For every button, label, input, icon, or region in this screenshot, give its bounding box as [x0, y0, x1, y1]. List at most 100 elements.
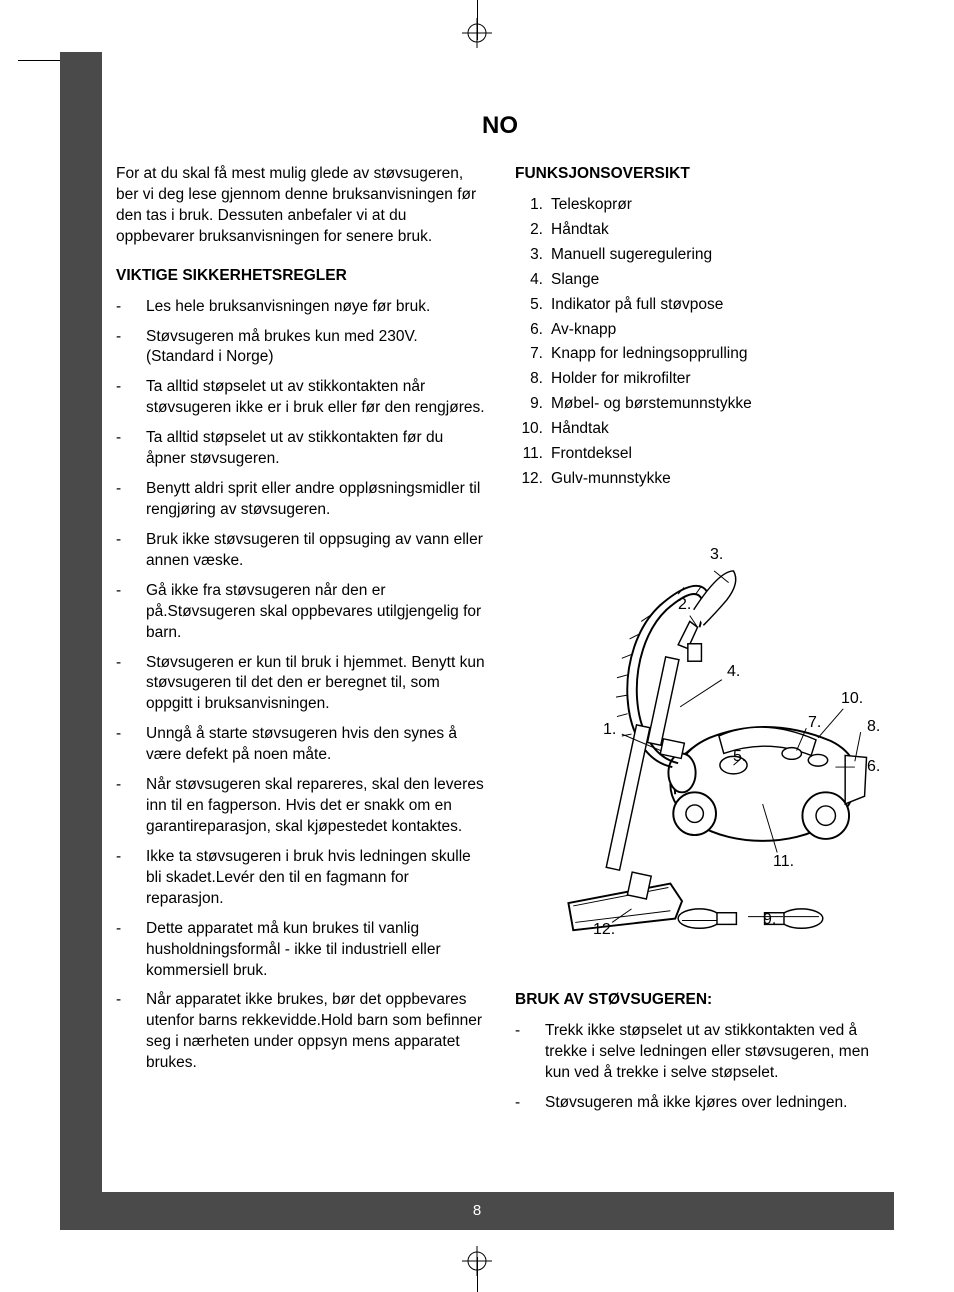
page-number: 8 [473, 1202, 481, 1219]
list-item: 12.Gulv-munnstykke [515, 469, 884, 490]
list-number: 6. [515, 320, 551, 341]
dash-marker: - [116, 327, 146, 369]
list-number: 3. [515, 245, 551, 266]
diagram-label-10: 10. [841, 688, 863, 710]
list-item-text: Håndtak [551, 220, 609, 241]
dash-marker: - [116, 919, 146, 982]
right-column: FUNKSJONSOVERSIKT 1.Teleskoprør2.Håndtak… [515, 164, 884, 1132]
diagram-label-8: 8. [867, 716, 880, 738]
diagram-label-4: 4. [727, 661, 740, 683]
list-item-text: Slange [551, 270, 599, 291]
list-number: 7. [515, 344, 551, 365]
list-item-text: Holder for mikrofilter [551, 369, 691, 390]
list-number: 8. [515, 369, 551, 390]
left-column: For at du skal få mest mulig glede av st… [116, 164, 485, 1132]
diagram-label-12: 12. [593, 919, 615, 941]
side-tab [60, 52, 102, 1192]
list-item: -Ta alltid støpselet ut av stikkontakten… [116, 428, 485, 470]
list-item: -Støvsugeren må ikke kjøres over ledning… [515, 1093, 884, 1114]
dash-marker: - [515, 1021, 545, 1084]
list-item: -Ta alltid støpselet ut av stikkontakten… [116, 377, 485, 419]
safety-heading: VIKTIGE SIKKERHETSREGLER [116, 266, 485, 287]
list-item: 2.Håndtak [515, 220, 884, 241]
crop-marks-top [0, 0, 954, 60]
page-title: NO [116, 112, 884, 140]
list-item: 3.Manuell sugeregulering [515, 245, 884, 266]
list-item-text: Når støvsugeren skal repareres, skal den… [146, 775, 485, 838]
list-item-text: Teleskoprør [551, 195, 632, 216]
dash-marker: - [116, 428, 146, 470]
list-item: -Når støvsugeren skal repareres, skal de… [116, 775, 485, 838]
list-item-text: Manuell sugeregulering [551, 245, 712, 266]
dash-marker: - [515, 1093, 545, 1114]
list-number: 9. [515, 394, 551, 415]
list-item: -Unngå å starte støvsugeren hvis den syn… [116, 724, 485, 766]
list-item-text: Indikator på full støvpose [551, 295, 723, 316]
dash-marker: - [116, 724, 146, 766]
list-item-text: Ta alltid støpselet ut av stikkontakten … [146, 428, 485, 470]
intro-paragraph: For at du skal få mest mulig glede av st… [116, 164, 485, 248]
list-item: -Ikke ta støvsugeren i bruk hvis ledning… [116, 847, 485, 910]
list-item-text: Benytt aldri sprit eller andre oppløsnin… [146, 479, 485, 521]
list-item: 10.Håndtak [515, 419, 884, 440]
dash-marker: - [116, 847, 146, 910]
list-item: 9.Møbel- og børstemunnstykke [515, 394, 884, 415]
list-item: -Støvsugeren må brukes kun med 230V. (St… [116, 327, 485, 369]
list-item-text: Ta alltid støpselet ut av stikkontakten … [146, 377, 485, 419]
list-number: 2. [515, 220, 551, 241]
list-item: -Gå ikke fra støvsugeren når den er på.S… [116, 581, 485, 644]
dash-marker: - [116, 990, 146, 1074]
list-number: 1. [515, 195, 551, 216]
registration-mark-icon [462, 18, 492, 48]
functions-list: 1.Teleskoprør2.Håndtak3.Manuell sugeregu… [515, 195, 884, 490]
diagram-label-6: 6. [867, 756, 880, 778]
dash-marker: - [116, 479, 146, 521]
list-item-text: Av-knapp [551, 320, 616, 341]
list-item: -Benytt aldri sprit eller andre oppløsni… [116, 479, 485, 521]
list-item: -Når apparatet ikke brukes, bør det oppb… [116, 990, 485, 1074]
list-item-text: Frontdeksel [551, 444, 632, 465]
list-item-text: Dette apparatet må kun brukes til vanlig… [146, 919, 485, 982]
list-number: 10. [515, 419, 551, 440]
list-item: 1.Teleskoprør [515, 195, 884, 216]
dash-marker: - [116, 581, 146, 644]
list-item-text: Bruk ikke støvsugeren til oppsuging av v… [146, 530, 485, 572]
list-item-text: Gulv-munnstykke [551, 469, 671, 490]
list-item: 4.Slange [515, 270, 884, 291]
content-area: NO For at du skal få mest mulig glede av… [0, 112, 954, 1192]
crop-marks-bottom [0, 1232, 954, 1292]
list-item-text: Håndtak [551, 419, 609, 440]
list-item: -Bruk ikke støvsugeren til oppsuging av … [116, 530, 485, 572]
dash-marker: - [116, 377, 146, 419]
list-item: 6.Av-knapp [515, 320, 884, 341]
functions-heading: FUNKSJONSOVERSIKT [515, 164, 884, 185]
usage-heading: BRUK AV STØVSUGEREN: [515, 990, 884, 1011]
list-item-text: Møbel- og børstemunnstykke [551, 394, 752, 415]
list-item-text: Trekk ikke støpselet ut av stikkontakten… [545, 1021, 884, 1084]
list-item: -Dette apparatet må kun brukes til vanli… [116, 919, 485, 982]
list-item: 5.Indikator på full støvpose [515, 295, 884, 316]
safety-list: -Les hele bruksanvisningen nøye før bruk… [116, 297, 485, 1075]
registration-mark-icon [462, 1246, 492, 1276]
page: NO For at du skal få mest mulig glede av… [0, 0, 954, 1292]
list-item-text: Støvsugeren må ikke kjøres over ledninge… [545, 1093, 847, 1114]
diagram-label-7: 7. [808, 712, 821, 734]
list-number: 12. [515, 469, 551, 490]
list-item: 11.Frontdeksel [515, 444, 884, 465]
list-item-text: Støvsugeren er kun til bruk i hjemmet. B… [146, 653, 485, 716]
list-item-text: Gå ikke fra støvsugeren når den er på.St… [146, 581, 485, 644]
list-item-text: Les hele bruksanvisningen nøye før bruk. [146, 297, 430, 318]
diagram-label-5: 5. [733, 746, 746, 768]
list-item-text: Unngå å starte støvsugeren hvis den syne… [146, 724, 485, 766]
list-item: 7.Knapp for ledningsopprulling [515, 344, 884, 365]
list-item-text: Når apparatet ikke brukes, bør det oppbe… [146, 990, 485, 1074]
dash-marker: - [116, 775, 146, 838]
diagram-label-11: 11. [773, 851, 794, 873]
list-number: 11. [515, 444, 551, 465]
diagram-label-3: 3. [710, 544, 723, 566]
list-item-text: Støvsugeren må brukes kun med 230V. (Sta… [146, 327, 485, 369]
list-number: 5. [515, 295, 551, 316]
list-item: -Les hele bruksanvisningen nøye før bruk… [116, 297, 485, 318]
diagram-label-9: 9. [763, 909, 776, 931]
list-number: 4. [515, 270, 551, 291]
